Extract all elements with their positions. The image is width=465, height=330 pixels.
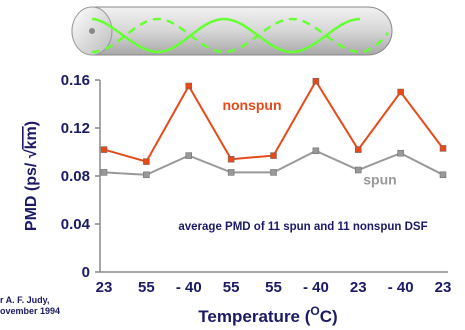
data-point-spun — [185, 152, 192, 159]
chart-annotation: average PMD of 11 spun and 11 nonspun DS… — [178, 221, 427, 233]
x-tick-group: 23 55 - 40 55 55 - 40 23 - 40 23 — [96, 279, 452, 296]
y-tick-label: 0.04 — [61, 216, 91, 233]
fiber-wave-solid — [91, 17, 361, 54]
data-point-nonspun — [397, 88, 404, 96]
series-group: nonspun spun — [100, 77, 447, 187]
y-label-unit: km — [23, 126, 40, 149]
y-tick-group: 0 0.04 0.08 0.12 0.16 — [61, 72, 100, 281]
data-point-nonspun — [312, 77, 320, 85]
y-label-prefix: PMD (ps/ — [23, 158, 40, 231]
data-point-spun — [270, 169, 277, 176]
x-label-super: O — [310, 304, 319, 318]
series-line-nonspun — [103, 79, 444, 163]
x-tick-label: 23 — [435, 279, 452, 296]
x-tick-label: 55 — [223, 279, 240, 296]
data-point-nonspun — [439, 145, 447, 152]
data-point-nonspun — [270, 152, 277, 159]
data-point-spun — [312, 147, 320, 155]
data-point-spun — [397, 149, 404, 157]
credit-line-2: ovember 1994 — [0, 306, 60, 316]
data-point-spun — [439, 171, 447, 179]
data-point-nonspun — [100, 146, 108, 153]
data-point-nonspun — [227, 155, 235, 163]
data-point-nonspun — [355, 146, 362, 153]
data-point-spun — [227, 169, 235, 176]
data-point-spun — [100, 169, 108, 176]
y-label-sqrt: √ — [23, 149, 40, 158]
y-label-suffix: ) — [23, 121, 40, 126]
y-tick-label: 0.12 — [61, 120, 90, 137]
x-tick-label: 23 — [96, 279, 113, 296]
x-label-prefix: Temperature ( — [198, 307, 310, 326]
x-tick-label: 55 — [265, 279, 282, 296]
series-label-nonspun: nonspun — [222, 97, 281, 113]
y-axis-label: PMD (ps/ √km) — [23, 121, 40, 231]
x-tick-label: - 40 — [388, 279, 414, 296]
data-point-spun — [143, 171, 150, 179]
x-label-suffix: C) — [320, 307, 338, 326]
x-tick-label: - 40 — [176, 279, 202, 296]
svg-text:PMD (ps/ √km): PMD (ps/ √km) — [23, 121, 40, 231]
y-tick-label: 0.16 — [61, 72, 90, 89]
data-point-spun — [355, 166, 362, 174]
x-tick-label: - 40 — [303, 279, 329, 296]
x-tick-label: 23 — [350, 279, 367, 296]
data-point-nonspun — [185, 82, 192, 90]
x-axis-label: Temperature (OC) — [198, 304, 337, 326]
data-point-nonspun — [143, 158, 150, 165]
y-tick-label: 0 — [82, 264, 90, 281]
credit-line-1: r A. F. Judy, — [0, 295, 50, 305]
series-label-spun: spun — [363, 171, 396, 187]
y-tick-label: 0.08 — [61, 168, 90, 185]
x-tick-label: 55 — [138, 279, 155, 296]
fiber-illustration — [71, 6, 393, 56]
